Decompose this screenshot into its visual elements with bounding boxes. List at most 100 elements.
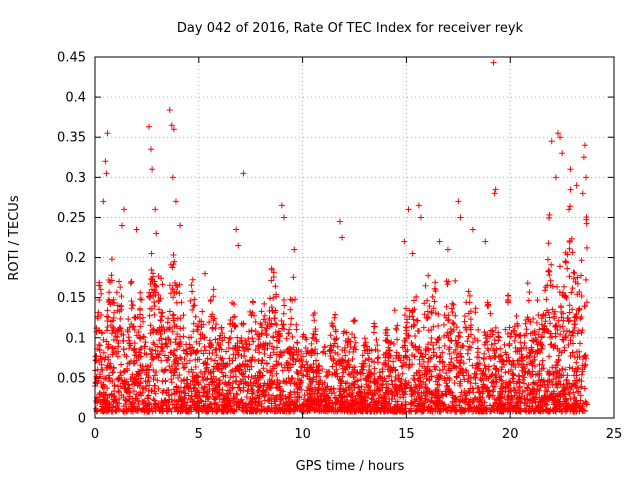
data-point <box>428 335 435 341</box>
data-point <box>477 375 484 382</box>
data-point <box>559 323 566 330</box>
data-point <box>370 329 377 336</box>
data-point <box>359 366 366 373</box>
data-point <box>154 377 161 384</box>
data-point <box>178 299 185 306</box>
data-point <box>131 326 138 333</box>
data-point <box>514 394 521 401</box>
outlier-point <box>567 166 574 173</box>
data-point <box>426 403 433 410</box>
data-point <box>124 326 131 333</box>
data-point <box>308 395 315 402</box>
data-point <box>417 350 424 357</box>
data-point <box>393 349 400 356</box>
data-point <box>230 314 237 321</box>
data-point <box>151 311 158 318</box>
data-point <box>500 405 507 412</box>
data-point <box>240 344 247 351</box>
data-point <box>393 385 400 392</box>
data-point <box>375 406 382 413</box>
data-point <box>246 341 253 348</box>
data-point <box>446 367 453 374</box>
y-tick-label: 0.05 <box>57 371 86 386</box>
data-point <box>385 406 392 413</box>
data-point <box>519 354 526 361</box>
data-point <box>475 326 482 333</box>
data-point <box>549 394 556 401</box>
data-point <box>546 353 553 360</box>
outlier-point <box>103 170 110 177</box>
data-point <box>173 346 180 353</box>
data-point <box>130 302 137 309</box>
data-point <box>540 311 547 318</box>
data-point <box>546 314 553 321</box>
data-point <box>247 395 254 402</box>
data-point <box>537 382 544 389</box>
data-point <box>461 318 468 325</box>
data-point <box>357 371 364 378</box>
data-point <box>543 326 550 333</box>
data-point <box>376 369 383 376</box>
data-point <box>169 328 176 335</box>
data-point <box>484 345 491 352</box>
data-point <box>123 398 130 405</box>
data-point <box>327 353 334 360</box>
data-point <box>556 289 563 296</box>
data-point <box>192 405 199 412</box>
data-point <box>136 349 143 356</box>
data-point <box>270 269 277 276</box>
data-point <box>316 407 323 414</box>
data-point <box>344 379 351 386</box>
data-point <box>371 365 378 372</box>
data-point <box>315 387 322 394</box>
data-point <box>332 326 339 333</box>
data-point <box>111 382 118 389</box>
data-point <box>557 304 564 311</box>
data-point <box>131 352 138 359</box>
data-point <box>112 329 119 336</box>
outlier-point <box>455 198 462 205</box>
data-point <box>329 323 336 330</box>
data-point <box>200 402 207 409</box>
data-point <box>229 345 236 352</box>
data-point <box>134 395 141 402</box>
data-point <box>201 334 208 341</box>
data-point <box>571 270 578 277</box>
data-point <box>505 292 512 299</box>
data-point <box>137 296 144 303</box>
data-point <box>562 396 569 403</box>
data-point <box>320 404 327 411</box>
data-point <box>514 348 521 355</box>
data-point <box>175 341 182 348</box>
data-point <box>562 366 569 373</box>
data-point <box>187 298 194 305</box>
data-point <box>261 312 268 319</box>
data-point <box>436 382 443 389</box>
data-point <box>169 312 176 319</box>
data-point <box>492 324 499 331</box>
data-point <box>546 408 553 415</box>
data-point <box>581 385 588 392</box>
data-point <box>518 397 525 403</box>
data-point <box>522 320 529 327</box>
data-point <box>223 402 230 409</box>
data-point <box>133 332 140 339</box>
outlier-point <box>573 182 580 189</box>
data-point <box>448 389 455 396</box>
data-point <box>190 384 197 391</box>
data-point <box>444 374 451 381</box>
data-point <box>516 384 523 391</box>
data-point <box>572 278 579 285</box>
data-point <box>465 333 472 340</box>
data-point <box>105 276 112 283</box>
data-point <box>566 380 573 387</box>
data-point <box>280 310 287 317</box>
data-point <box>448 305 455 312</box>
data-point <box>538 345 545 352</box>
data-point <box>191 302 198 309</box>
data-point <box>220 360 227 367</box>
data-point <box>352 369 359 376</box>
data-point <box>284 359 291 366</box>
data-point <box>255 336 262 343</box>
data-point <box>272 320 279 327</box>
